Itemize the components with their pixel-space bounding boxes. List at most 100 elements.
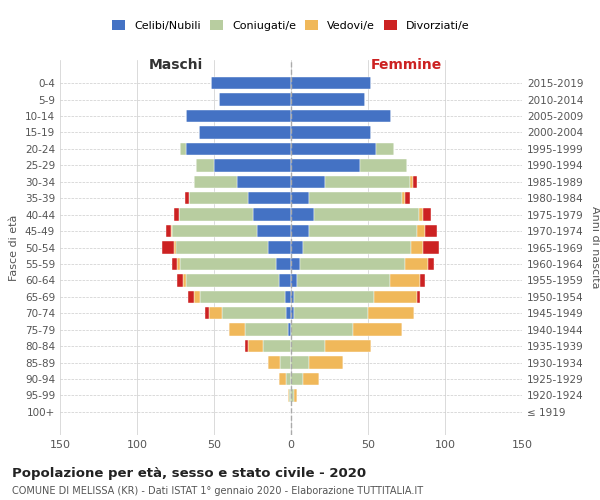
Bar <box>229 324 245 336</box>
Bar <box>294 389 297 402</box>
Bar <box>291 110 391 122</box>
Bar <box>291 340 325 352</box>
Bar <box>291 290 294 303</box>
Bar <box>419 208 424 221</box>
Bar <box>421 274 425 286</box>
Bar <box>268 242 291 254</box>
Bar <box>297 274 389 286</box>
Bar <box>402 192 405 204</box>
Bar <box>188 290 194 303</box>
Text: Popolazione per età, sesso e stato civile - 2020: Popolazione per età, sesso e stato civil… <box>12 468 366 480</box>
Bar <box>374 290 417 303</box>
Bar <box>183 274 186 286</box>
Bar <box>291 356 310 368</box>
Bar <box>194 176 237 188</box>
Text: Maschi: Maschi <box>148 58 203 71</box>
Bar <box>353 324 402 336</box>
Bar <box>360 159 407 172</box>
Bar <box>205 307 209 320</box>
Bar <box>291 159 360 172</box>
Bar <box>172 258 177 270</box>
Legend: Celibi/Nubili, Coniugati/e, Vedovi/e, Divorziati/e: Celibi/Nubili, Coniugati/e, Vedovi/e, Di… <box>109 17 473 34</box>
Bar <box>245 324 288 336</box>
Text: COMUNE DI MELISSA (KR) - Dati ISTAT 1° gennaio 2020 - Elaborazione TUTTITALIA.IT: COMUNE DI MELISSA (KR) - Dati ISTAT 1° g… <box>12 486 423 496</box>
Bar <box>175 242 268 254</box>
Bar <box>171 225 172 237</box>
Y-axis label: Anni di nascita: Anni di nascita <box>590 206 600 289</box>
Bar <box>291 126 371 138</box>
Bar <box>417 290 421 303</box>
Bar <box>405 258 428 270</box>
Bar <box>291 389 294 402</box>
Bar <box>245 340 248 352</box>
Bar <box>310 356 343 368</box>
Bar <box>310 192 402 204</box>
Bar <box>222 307 286 320</box>
Bar <box>291 274 297 286</box>
Bar <box>174 242 176 254</box>
Bar <box>291 258 300 270</box>
Bar <box>368 307 414 320</box>
Bar <box>268 356 280 368</box>
Bar <box>211 77 291 90</box>
Bar <box>214 159 291 172</box>
Bar <box>405 192 410 204</box>
Bar <box>275 258 291 270</box>
Bar <box>194 290 200 303</box>
Bar <box>428 258 434 270</box>
Bar <box>200 290 285 303</box>
Bar <box>177 258 180 270</box>
Bar <box>424 208 431 221</box>
Bar <box>263 340 291 352</box>
Bar <box>286 307 291 320</box>
Bar <box>161 242 174 254</box>
Bar <box>304 242 411 254</box>
Bar <box>376 143 394 155</box>
Bar <box>291 208 314 221</box>
Bar <box>291 225 310 237</box>
Bar <box>294 307 368 320</box>
Bar <box>413 176 417 188</box>
Bar <box>248 192 291 204</box>
Bar <box>291 373 304 385</box>
Bar <box>237 176 291 188</box>
Bar <box>172 225 257 237</box>
Bar <box>424 242 439 254</box>
Bar <box>389 274 421 286</box>
Bar <box>291 143 376 155</box>
Bar <box>278 373 286 385</box>
Text: Femmine: Femmine <box>371 58 442 71</box>
Bar <box>185 192 190 204</box>
Bar <box>257 225 291 237</box>
Bar <box>411 242 424 254</box>
Bar <box>288 324 291 336</box>
Bar <box>417 225 425 237</box>
Bar <box>285 290 291 303</box>
Bar <box>253 208 291 221</box>
Bar <box>410 176 413 188</box>
Bar <box>180 258 275 270</box>
Bar <box>186 110 291 122</box>
Bar <box>288 389 289 402</box>
Bar <box>291 242 304 254</box>
Bar <box>174 208 179 221</box>
Bar <box>209 307 222 320</box>
Bar <box>179 208 253 221</box>
Bar <box>325 176 410 188</box>
Bar <box>199 126 291 138</box>
Bar <box>177 274 183 286</box>
Bar <box>196 159 214 172</box>
Bar <box>291 77 371 90</box>
Bar <box>310 225 417 237</box>
Bar <box>166 225 171 237</box>
Bar <box>280 356 291 368</box>
Bar <box>291 94 365 106</box>
Bar <box>291 324 353 336</box>
Bar <box>289 389 291 402</box>
Y-axis label: Fasce di età: Fasce di età <box>10 214 19 280</box>
Bar <box>425 225 437 237</box>
Bar <box>186 274 278 286</box>
Bar <box>190 192 248 204</box>
Bar <box>300 258 405 270</box>
Bar <box>218 94 291 106</box>
